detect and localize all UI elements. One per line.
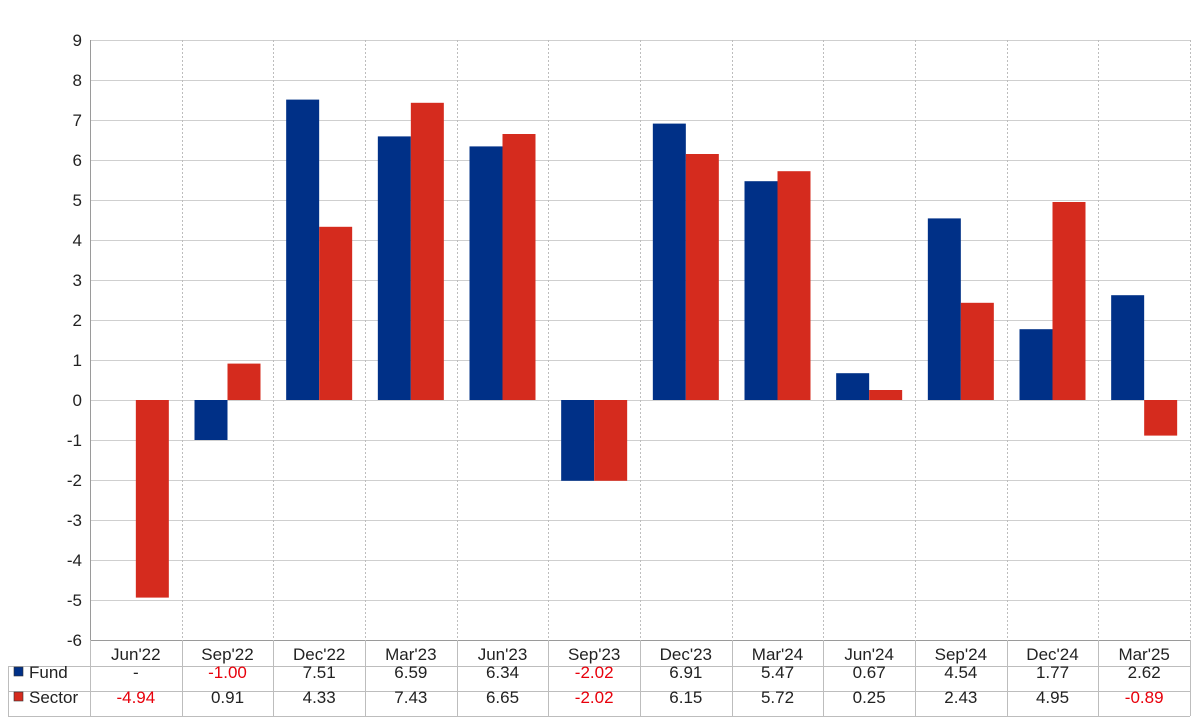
bar-sector xyxy=(319,226,353,400)
data-label-fund: 7.51 xyxy=(303,663,336,682)
legend-label-sector: Sector xyxy=(29,688,78,707)
bar-fund xyxy=(836,373,870,400)
bar-fund xyxy=(1111,295,1145,400)
bar-fund xyxy=(377,136,411,400)
bar-sector xyxy=(1144,400,1178,436)
y-tick-label: -1 xyxy=(67,431,82,450)
y-tick-label: 5 xyxy=(73,191,82,210)
x-category-label: Dec'23 xyxy=(660,645,712,664)
y-tick-label: -4 xyxy=(67,551,82,570)
x-category-label: Sep'22 xyxy=(201,645,253,664)
y-tick-label: 6 xyxy=(73,151,82,170)
bar-sector xyxy=(135,400,169,598)
data-label-sector: 6.65 xyxy=(486,688,519,707)
y-tick-label: 7 xyxy=(73,111,82,130)
data-label-fund: - xyxy=(133,663,139,682)
x-category-label: Dec'24 xyxy=(1026,645,1078,664)
bar-sector xyxy=(960,302,994,400)
x-category-label: Sep'24 xyxy=(935,645,987,664)
data-label-sector: -0.89 xyxy=(1125,688,1164,707)
data-label-fund: 6.91 xyxy=(669,663,702,682)
bar-fund xyxy=(194,400,228,440)
bar-fund xyxy=(286,99,320,400)
x-category-label: Mar'24 xyxy=(752,645,803,664)
data-label-sector: 5.72 xyxy=(761,688,794,707)
data-label-sector: 0.25 xyxy=(853,688,886,707)
y-tick-label: -2 xyxy=(67,471,82,490)
bar-sector xyxy=(777,171,811,400)
data-label-sector: -2.02 xyxy=(575,688,614,707)
data-label-fund: 1.77 xyxy=(1036,663,1069,682)
data-label-fund: 0.67 xyxy=(853,663,886,682)
bar-sector xyxy=(594,400,628,481)
data-label-sector: 6.15 xyxy=(669,688,702,707)
bar-fund xyxy=(561,400,595,481)
legend-label-fund: Fund xyxy=(29,663,68,682)
y-tick-label: 9 xyxy=(73,31,82,50)
x-category-label: Jun'24 xyxy=(844,645,894,664)
data-label-sector: 0.91 xyxy=(211,688,244,707)
bar-fund xyxy=(927,218,961,400)
y-tick-label: -3 xyxy=(67,511,82,530)
y-tick-label: 4 xyxy=(73,231,82,250)
data-label-fund: 2.62 xyxy=(1128,663,1161,682)
data-label-sector: -4.94 xyxy=(116,688,155,707)
bar-fund xyxy=(744,181,778,400)
y-tick-label: 8 xyxy=(73,71,82,90)
y-tick-label: -6 xyxy=(67,631,82,650)
data-label-sector: 2.43 xyxy=(944,688,977,707)
x-category-label: Jun'22 xyxy=(111,645,161,664)
bar-sector xyxy=(410,102,444,401)
y-tick-label: 3 xyxy=(73,271,82,290)
x-category-label: Jun'23 xyxy=(478,645,528,664)
bar-fund xyxy=(1019,329,1053,400)
data-label-sector: 4.33 xyxy=(303,688,336,707)
bar-fund xyxy=(652,123,686,400)
bar-sector xyxy=(1052,202,1086,400)
y-tick-label: 0 xyxy=(73,391,82,410)
bar-sector xyxy=(869,390,903,400)
data-label-sector: 7.43 xyxy=(394,688,427,707)
x-category-label: Mar'23 xyxy=(385,645,436,664)
legend-swatch-fund xyxy=(13,666,24,677)
data-label-fund: 5.47 xyxy=(761,663,794,682)
x-category-label: Mar'25 xyxy=(1118,645,1169,664)
data-label-fund: 4.54 xyxy=(944,663,977,682)
bar-fund xyxy=(469,146,503,400)
legend-swatch-sector xyxy=(13,691,24,702)
bar-sector xyxy=(227,363,261,400)
data-label-fund: -2.02 xyxy=(575,663,614,682)
x-category-label: Sep'23 xyxy=(568,645,620,664)
bar-sector xyxy=(502,134,536,400)
x-category-label: Dec'22 xyxy=(293,645,345,664)
bar-sector xyxy=(685,154,719,400)
y-tick-label: -5 xyxy=(67,591,82,610)
data-label-sector: 4.95 xyxy=(1036,688,1069,707)
y-tick-label: 2 xyxy=(73,311,82,330)
data-label-fund: 6.59 xyxy=(394,663,427,682)
data-label-fund: -1.00 xyxy=(208,663,247,682)
y-tick-label: 1 xyxy=(73,351,82,370)
data-label-fund: 6.34 xyxy=(486,663,519,682)
